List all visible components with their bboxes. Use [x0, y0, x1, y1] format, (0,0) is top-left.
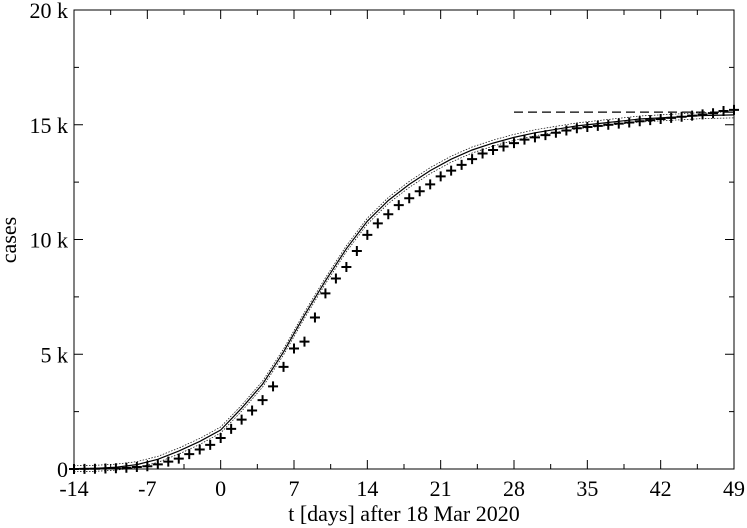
- data-point: [446, 165, 457, 176]
- x-tick-label: 7: [289, 476, 300, 501]
- data-point: [477, 148, 488, 159]
- x-tick-label: -14: [59, 476, 88, 501]
- fit-lower-bound: [73, 117, 735, 473]
- x-tick-label: 42: [650, 476, 672, 501]
- data-point: [194, 444, 205, 455]
- data-point: [320, 288, 331, 299]
- data-point: [163, 456, 174, 467]
- data-point: [142, 461, 153, 472]
- data-point: [729, 104, 739, 115]
- x-axis-label: t [days] after 18 Mar 2020: [288, 501, 520, 526]
- data-point: [519, 134, 530, 145]
- data-point: [488, 144, 499, 155]
- data-point: [89, 463, 100, 474]
- data-point: [634, 116, 645, 127]
- data-point: [184, 449, 195, 460]
- data-point: [69, 464, 79, 474]
- data-point: [498, 141, 509, 152]
- data-point: [383, 209, 394, 220]
- data-point: [247, 405, 258, 416]
- data-point: [341, 262, 352, 273]
- x-tick-label: 35: [576, 476, 598, 501]
- data-point: [393, 200, 404, 211]
- data-point: [561, 125, 572, 136]
- fit-curve: [73, 114, 735, 470]
- data-point: [697, 109, 708, 120]
- data-point: [121, 462, 132, 473]
- data-point: [205, 439, 216, 450]
- data-point: [467, 154, 478, 165]
- data-point: [236, 414, 247, 425]
- data-point: [708, 108, 719, 119]
- data-point: [309, 312, 320, 323]
- x-axis-ticks: -14 -7 0 7 14 21 28 35 42 49: [59, 10, 745, 501]
- data-point: [268, 381, 279, 392]
- data-point: [666, 112, 677, 123]
- data-point: [509, 138, 519, 149]
- data-point: [100, 463, 111, 474]
- data-point: [215, 433, 226, 444]
- data-point: [592, 120, 603, 131]
- data-markers: [69, 104, 739, 474]
- y-tick-label: 15 k: [30, 113, 69, 138]
- data-point: [435, 171, 446, 182]
- x-tick-label: 14: [356, 476, 378, 501]
- y-tick-label: 10 k: [30, 228, 69, 253]
- fit-upper-bound: [73, 111, 735, 467]
- x-tick-label: 21: [430, 476, 452, 501]
- y-tick-label: 0: [57, 457, 68, 482]
- data-point: [278, 361, 289, 372]
- x-tick-label: 28: [503, 476, 525, 501]
- data-point: [131, 462, 142, 473]
- data-point: [676, 111, 687, 122]
- data-point: [79, 463, 90, 474]
- data-point: [289, 343, 299, 354]
- y-axis-label: cases: [0, 217, 21, 263]
- data-point: [550, 127, 561, 138]
- y-tick-label: 5 k: [41, 342, 69, 367]
- data-point: [110, 463, 121, 474]
- data-point: [571, 123, 582, 134]
- data-point: [351, 245, 362, 256]
- data-point: [718, 105, 729, 116]
- data-point: [152, 459, 163, 470]
- data-point: [404, 193, 415, 204]
- data-point: [173, 453, 184, 464]
- plot-frame: [73, 9, 735, 470]
- data-point: [655, 114, 666, 125]
- data-point: [372, 218, 383, 229]
- data-point: [613, 118, 624, 129]
- data-point: [645, 115, 656, 126]
- data-point: [425, 179, 436, 190]
- x-tick-label: 49: [723, 476, 745, 501]
- y-axis-ticks: 0 5 k 10 k 15 k 20 k: [30, 0, 734, 482]
- data-point: [529, 132, 540, 143]
- data-point: [257, 395, 268, 406]
- data-point: [299, 336, 310, 347]
- y-tick-label: 20 k: [30, 0, 69, 23]
- data-point: [362, 229, 373, 240]
- data-point: [456, 159, 467, 170]
- data-point: [582, 122, 593, 133]
- data-point: [540, 130, 551, 141]
- x-tick-label: -7: [138, 476, 156, 501]
- fit-lines: [73, 111, 735, 470]
- data-point: [226, 423, 237, 434]
- data-point: [414, 186, 425, 197]
- data-point: [330, 273, 341, 284]
- data-point: [687, 110, 698, 121]
- data-point: [603, 119, 614, 130]
- x-tick-label: 0: [215, 476, 226, 501]
- fit-band: [73, 111, 735, 473]
- data-point: [624, 117, 635, 128]
